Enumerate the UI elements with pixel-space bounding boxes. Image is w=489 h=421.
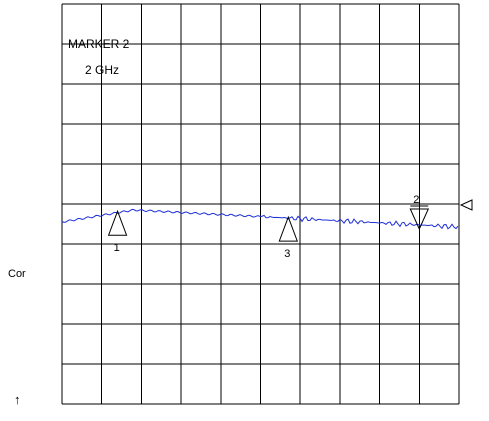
marker-label: 2 xyxy=(413,194,419,206)
marker-label: 3 xyxy=(284,248,290,260)
correction-indicator: Cor xyxy=(8,268,26,280)
marker-layer: 1 3 2 xyxy=(107,194,430,260)
marker-2[interactable]: 2 xyxy=(409,194,430,231)
marker-label: 1 xyxy=(114,242,120,254)
up-arrow-icon: ↑ xyxy=(14,392,21,407)
marker-triangle-icon xyxy=(107,209,128,236)
measurement-trace xyxy=(61,208,459,230)
marker-triangle-icon xyxy=(278,215,299,242)
graticule-grid xyxy=(61,3,460,405)
marker-1[interactable]: 1 xyxy=(107,209,128,254)
marker-3[interactable]: 3 xyxy=(278,215,299,260)
marker-readout-frequency: 2 GHz xyxy=(85,63,120,77)
delta-marker-triangle-icon xyxy=(409,208,430,231)
marker-readout-title: MARKER 2 xyxy=(68,37,130,51)
reference-level-triangle-icon xyxy=(459,199,473,211)
